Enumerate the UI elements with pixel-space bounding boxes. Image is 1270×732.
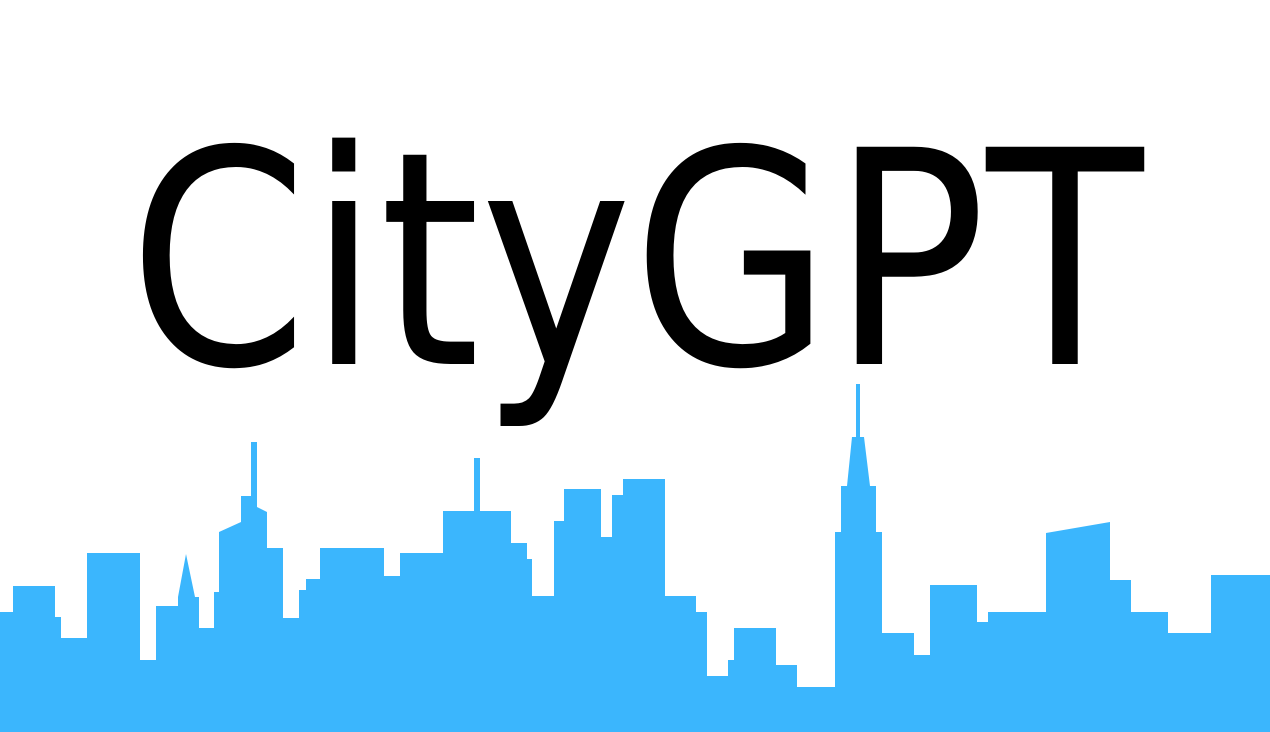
skyline-silhouette (0, 384, 1270, 732)
city-skyline-graphic (0, 384, 1270, 732)
citygpt-wordmark: CityGPT (129, 88, 1148, 435)
wordmark-group: CityGPT (129, 88, 1148, 435)
